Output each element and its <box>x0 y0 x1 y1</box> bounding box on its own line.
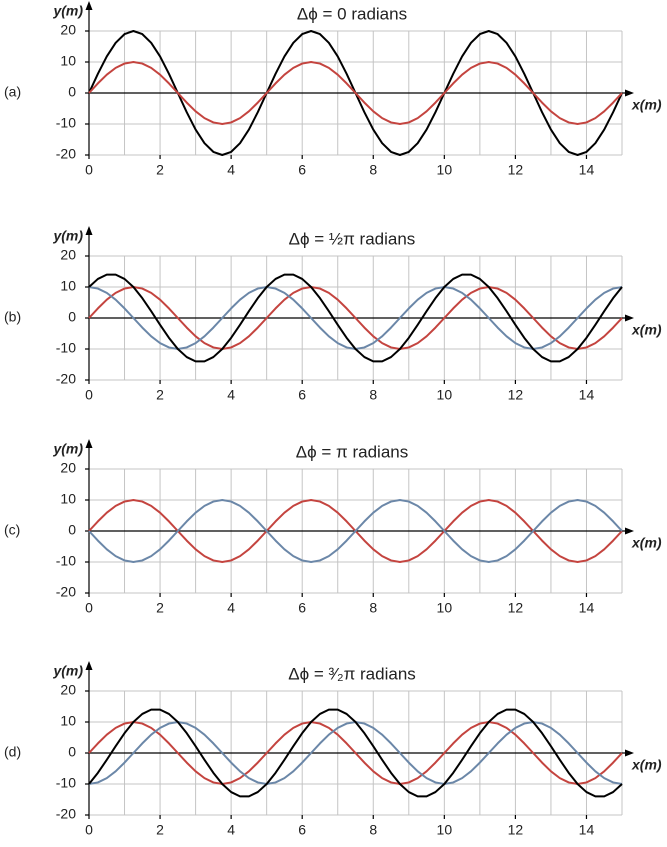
y-tick-label: -10 <box>56 340 76 356</box>
x-tick-label: 12 <box>508 822 524 838</box>
x-tick-label: 4 <box>227 600 235 616</box>
x-tick-label: 2 <box>156 822 164 838</box>
x-tick-label: 0 <box>85 600 93 616</box>
y-tick-label: -20 <box>56 146 76 162</box>
x-tick-label: 12 <box>508 162 524 178</box>
y-tick-label: 10 <box>60 53 76 69</box>
wave-line <box>88 721 623 785</box>
y-tick-label: 20 <box>60 247 76 263</box>
y-tick-label: 0 <box>68 744 76 760</box>
y-tick-label: 0 <box>68 522 76 538</box>
chart-title: Δϕ = π radians <box>296 442 408 461</box>
x-tick-label: 14 <box>579 387 595 403</box>
x-tick-label: 8 <box>369 600 377 616</box>
y-tick-label: 10 <box>60 713 76 729</box>
y-axis-label: y(m) <box>52 441 83 457</box>
x-tick-label: 0 <box>85 162 93 178</box>
chart-title: Δϕ = ½π radians <box>289 229 416 248</box>
chart-title: Δϕ = ³⁄₂π radians <box>288 664 416 683</box>
wave-line <box>88 61 623 125</box>
x-tick-label: 8 <box>369 387 377 403</box>
y-tick-label: -10 <box>56 775 76 791</box>
y-tick-label: 0 <box>68 309 76 325</box>
y-tick-label: 20 <box>60 460 76 476</box>
x-tick-label: 4 <box>227 162 235 178</box>
x-tick-label: 10 <box>437 162 453 178</box>
y-axis-arrow <box>85 439 93 448</box>
x-tick-label: 0 <box>85 387 93 403</box>
x-axis-label: x(m) <box>631 757 662 773</box>
x-tick-label: 14 <box>579 822 595 838</box>
x-tick-label: 8 <box>369 162 377 178</box>
x-axis-arrow <box>625 314 634 322</box>
x-tick-label: 4 <box>227 387 235 403</box>
x-tick-label: 6 <box>298 162 306 178</box>
y-axis-arrow <box>85 226 93 235</box>
panel-label: (c) <box>4 522 20 538</box>
x-tick-label: 10 <box>437 387 453 403</box>
x-tick-label: 6 <box>298 387 306 403</box>
x-axis-label: x(m) <box>631 97 662 113</box>
y-tick-label: 10 <box>60 278 76 294</box>
chart-title: Δϕ = 0 radians <box>297 4 407 23</box>
x-tick-label: 2 <box>156 387 164 403</box>
y-tick-label: -20 <box>56 584 76 600</box>
y-tick-label: -10 <box>56 115 76 131</box>
x-axis-label: x(m) <box>631 322 662 338</box>
x-tick-label: 14 <box>579 162 595 178</box>
x-tick-label: 2 <box>156 162 164 178</box>
x-tick-label: 10 <box>437 822 453 838</box>
wave-line <box>88 286 623 350</box>
y-tick-label: -20 <box>56 371 76 387</box>
panel-label: (b) <box>4 309 21 325</box>
x-tick-label: 10 <box>437 600 453 616</box>
y-tick-label: 20 <box>60 22 76 38</box>
y-tick-label: 10 <box>60 491 76 507</box>
x-tick-label: 14 <box>579 600 595 616</box>
y-tick-label: 20 <box>60 682 76 698</box>
y-tick-label: -20 <box>56 806 76 822</box>
y-axis-arrow <box>85 1 93 10</box>
x-tick-label: 8 <box>369 822 377 838</box>
x-axis-arrow <box>625 89 634 97</box>
x-axis-label: x(m) <box>631 535 662 551</box>
y-tick-label: 0 <box>68 84 76 100</box>
y-axis-label: y(m) <box>52 3 83 19</box>
x-axis-arrow <box>625 749 634 757</box>
y-axis-label: y(m) <box>52 228 83 244</box>
y-axis-label: y(m) <box>52 663 83 679</box>
wave-line <box>88 499 623 563</box>
x-axis-arrow <box>625 527 634 535</box>
wave-line <box>88 273 623 363</box>
panel-label: (a) <box>4 84 21 100</box>
y-tick-label: -10 <box>56 553 76 569</box>
x-tick-label: 0 <box>85 822 93 838</box>
wave-line <box>88 708 623 798</box>
x-tick-label: 6 <box>298 822 306 838</box>
panel-label: (d) <box>4 744 21 760</box>
x-tick-label: 12 <box>508 387 524 403</box>
x-tick-label: 2 <box>156 600 164 616</box>
x-tick-label: 6 <box>298 600 306 616</box>
y-axis-arrow <box>85 661 93 670</box>
x-tick-label: 12 <box>508 600 524 616</box>
x-tick-label: 4 <box>227 822 235 838</box>
